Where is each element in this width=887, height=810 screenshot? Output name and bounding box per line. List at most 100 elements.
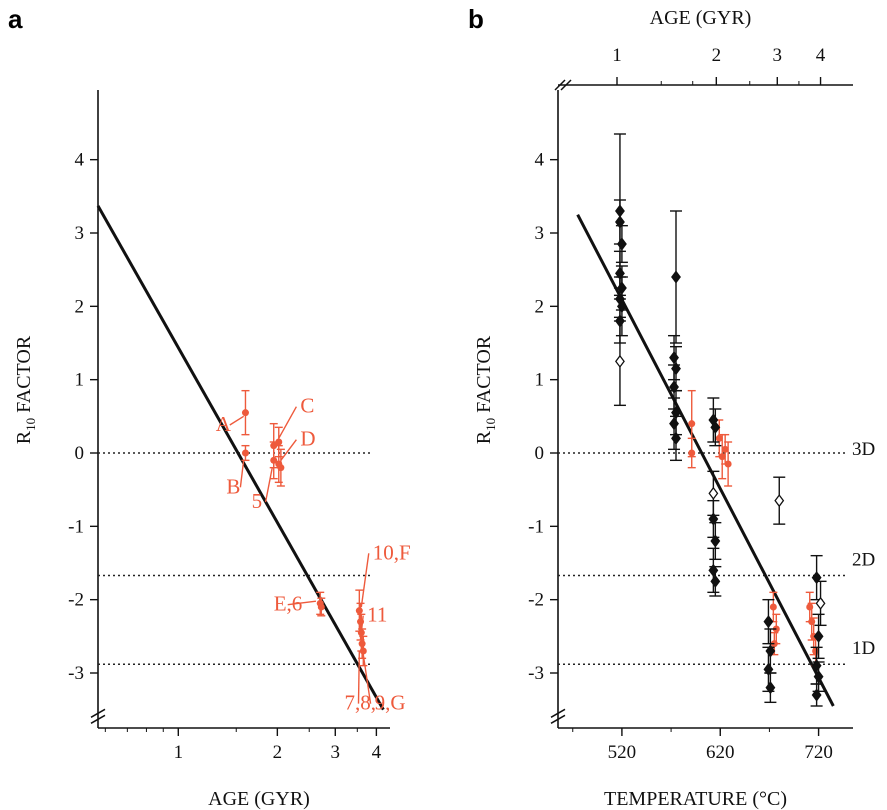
data-point [359,647,367,655]
data-point [277,464,285,472]
annotation-leader [362,654,372,704]
dimension-label: 3D [852,439,875,460]
chart-panel-a: 4 3 2 1 0 -1 -2 -3 1 2 3 4 AGE (GYR) R10 FACTOR A B CD 5 1… [13,90,411,810]
open-diamond-point [774,494,785,508]
top-x-tick-label: 3 [773,45,783,66]
y-axis-break-1 [550,708,566,718]
annotation-leader [229,415,245,426]
filled-diamond-point [616,237,627,251]
filled-diamond-point [671,431,681,445]
data-point [355,607,363,615]
y-tick-label: -1 [528,516,544,537]
y-axis-title: R10 FACTOR [13,335,38,444]
x-tick-label: 620 [706,742,735,763]
data-point [275,438,283,446]
red-data-point [688,449,696,457]
filled-diamond-point [813,670,824,684]
filled-diamond-point [763,615,774,629]
y-tick-label: 4 [535,150,545,171]
annotation-label: D [300,427,315,451]
y-axis-break-2 [90,714,106,724]
data-point [358,640,366,648]
panel-letter-a: a [8,4,23,34]
filled-diamond-point [669,380,679,394]
annotation-label: 11 [367,603,387,627]
open-diamond-point [815,596,826,610]
red-data-point [769,603,777,611]
red-data-point [718,453,726,461]
annotation-label: C [300,394,314,418]
red-data-point [721,445,729,453]
annotation-leader [280,439,297,461]
annotation-leader [264,467,273,503]
x-tick-label: 4 [372,742,382,763]
y-tick-label: 0 [535,443,545,464]
annotation-label: 10,F [373,540,411,564]
filled-diamond-point [615,215,625,229]
top-x-tick-label: 1 [612,45,622,66]
top-axis-break-1 [554,79,566,91]
data-point [241,409,249,417]
y-tick-label: -3 [528,663,544,684]
fit-line [96,205,385,711]
annotation-label: 5 [252,489,262,513]
top-axis-break-2 [560,79,572,91]
x-tick-label: 520 [608,742,637,763]
data-point [241,449,249,457]
filled-diamond-point [765,681,776,695]
y-tick-label: -3 [68,663,84,684]
y-tick-label: 1 [535,370,545,391]
filled-diamond-point [710,534,721,548]
red-data-point [715,434,723,442]
annotation-leader [278,406,298,439]
annotation-leader [357,650,361,704]
dimension-label: 1D [852,638,875,659]
x-axis-title: AGE (GYR) [208,788,310,810]
x-tick-label: 720 [804,742,833,763]
panel-letter-b: b [468,4,484,34]
y-tick-label: 0 [75,443,85,464]
annotation-leader [287,600,317,606]
y-tick-label: -2 [528,590,544,611]
filled-diamond-point [669,417,679,431]
y-tick-label: 2 [75,296,85,317]
annotation-leader [360,615,364,633]
top-x-axis-title: AGE (GYR) [650,7,752,29]
y-axis-break-2 [550,714,566,724]
y-tick-label: 2 [535,296,545,317]
filled-diamond-point [671,270,681,284]
annotation-leader [239,460,245,488]
red-data-point [688,420,696,428]
filled-diamond-point [813,629,824,643]
x-axis-title: TEMPERATURE (°C) [604,788,787,810]
x-tick-label: 2 [273,742,283,763]
open-diamond-point [615,354,625,368]
chart-panel-b: 4 3 2 1 0 -1 -2 -3 520 620 720 1 2 3 4 AGE (GYR) TEMPERA… [473,7,875,810]
top-x-tick-label: 2 [712,45,722,66]
x-tick-label: 3 [331,742,341,763]
annotation-label: A [216,412,232,436]
x-tick-label: 1 [174,742,184,763]
y-tick-label: 1 [75,370,85,391]
filled-diamond-point [669,351,679,365]
annotation-label: 7,8, [345,691,377,715]
open-diamond-point [708,486,719,500]
y-tick-label: -1 [68,516,84,537]
annotation-label: 9,G [375,691,406,715]
data-point [317,603,325,611]
y-tick-label: -2 [68,590,84,611]
top-x-tick-label: 4 [816,45,826,66]
filled-diamond-point [710,574,721,588]
annotation-leader [360,553,370,608]
y-tick-label: 4 [75,150,85,171]
annotation-label: E,6 [274,592,303,616]
filled-diamond-point [763,662,774,676]
filled-diamond-point [811,571,822,585]
y-tick-label: 3 [535,223,545,244]
y-axis-title: R10 FACTOR [473,335,498,444]
y-tick-label: 3 [75,223,85,244]
y-axis-break-1 [90,708,106,718]
filled-diamond-point [811,688,822,702]
data-point [270,456,278,464]
